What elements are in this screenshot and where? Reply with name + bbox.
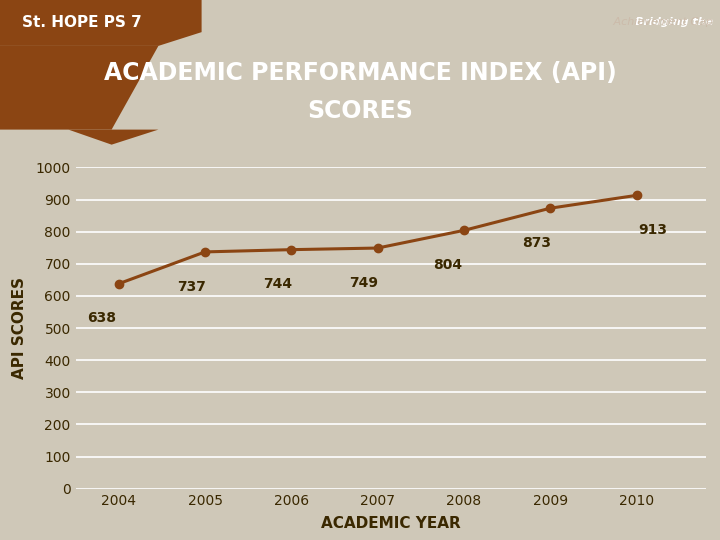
Text: SCORES: SCORES [307,99,413,123]
Polygon shape [0,46,158,130]
Text: 638: 638 [88,312,117,326]
Text: 749: 749 [349,276,378,290]
Text: 913: 913 [639,223,667,237]
Text: St. HOPE PS 7: St. HOPE PS 7 [22,15,141,30]
Text: ACADEMIC PERFORMANCE INDEX (API): ACADEMIC PERFORMANCE INDEX (API) [104,60,616,85]
Y-axis label: API SCORES: API SCORES [12,277,27,379]
Text: 873: 873 [522,236,551,250]
Polygon shape [68,130,158,145]
Text: 737: 737 [176,280,206,294]
Text: 804: 804 [433,258,462,272]
Text: Bridging the: Bridging the [634,17,713,27]
Text: Achievement Gap: Achievement Gap [561,17,713,27]
Text: 744: 744 [263,278,292,292]
Polygon shape [0,0,202,46]
X-axis label: ACADEMIC YEAR: ACADEMIC YEAR [320,516,461,531]
